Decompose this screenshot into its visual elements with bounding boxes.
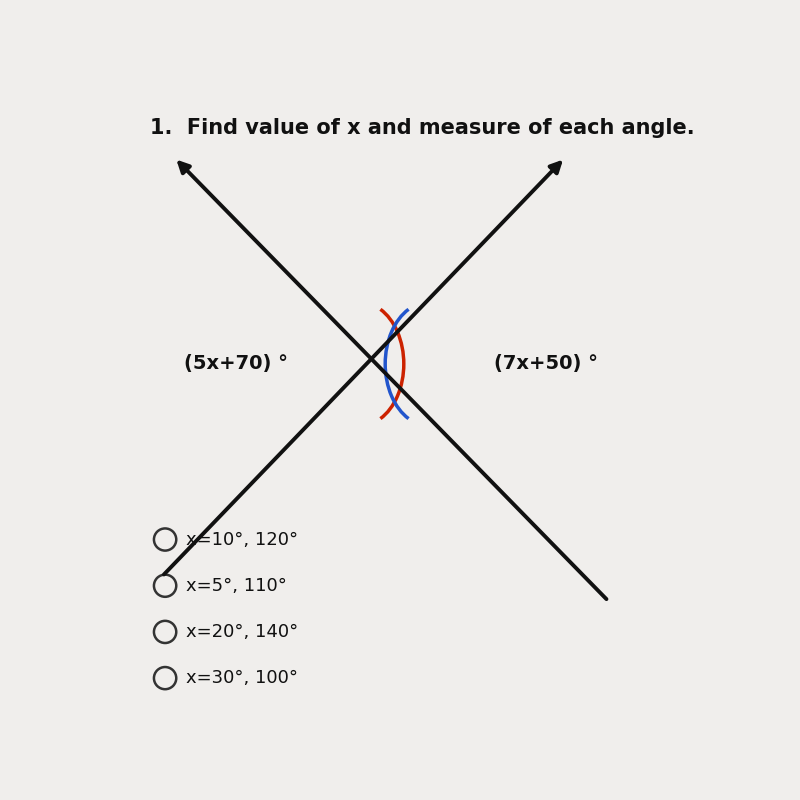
Text: (7x+50) °: (7x+50) ° [494, 354, 598, 374]
Text: 1.  Find value of x and measure of each angle.: 1. Find value of x and measure of each a… [150, 118, 694, 138]
Text: x=10°, 120°: x=10°, 120° [186, 530, 298, 549]
Text: x=30°, 100°: x=30°, 100° [186, 669, 298, 687]
Text: (5x+70) °: (5x+70) ° [184, 354, 288, 374]
Text: x=20°, 140°: x=20°, 140° [186, 623, 298, 641]
Text: x=5°, 110°: x=5°, 110° [186, 577, 286, 594]
